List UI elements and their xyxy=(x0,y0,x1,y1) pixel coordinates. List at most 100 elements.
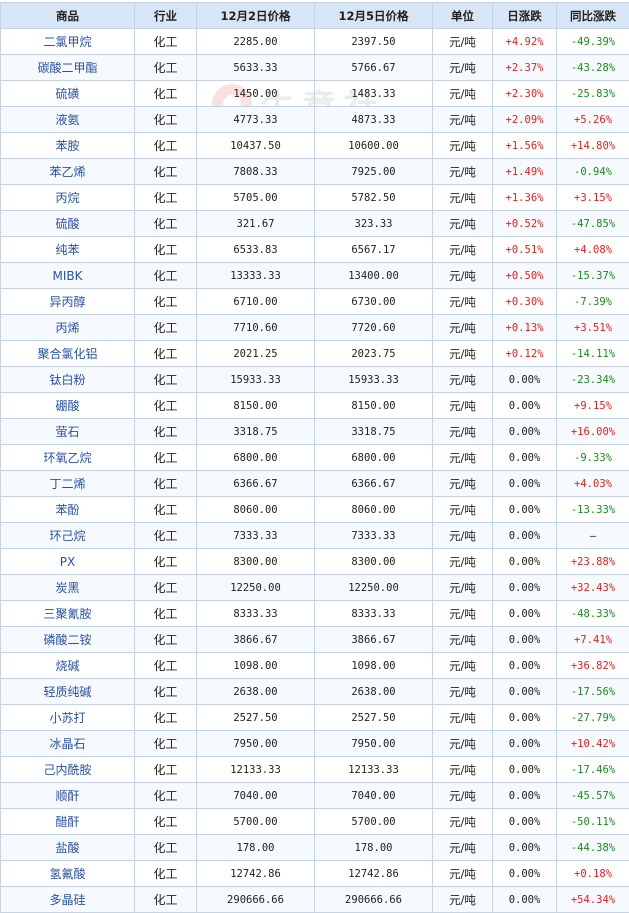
price-dec2-cell: 13333.33 xyxy=(197,263,315,289)
product-name-link[interactable]: 环己烷 xyxy=(1,523,135,549)
price-dec5-cell: 8060.00 xyxy=(315,497,433,523)
header-daily-change[interactable]: 日涨跌 xyxy=(493,3,557,29)
price-dec2-cell: 12742.86 xyxy=(197,861,315,887)
header-industry[interactable]: 行业 xyxy=(135,3,197,29)
product-name-link[interactable]: 萤石 xyxy=(1,419,135,445)
product-name-link[interactable]: 己内酰胺 xyxy=(1,757,135,783)
price-dec5-cell: 4873.33 xyxy=(315,107,433,133)
yoy-change-cell: -17.46% xyxy=(557,757,629,783)
product-name-link[interactable]: 钛白粉 xyxy=(1,367,135,393)
yoy-change-cell: -0.94% xyxy=(557,159,629,185)
product-name-link[interactable]: 顺酐 xyxy=(1,783,135,809)
yoy-change-cell: +3.51% xyxy=(557,315,629,341)
industry-cell: 化工 xyxy=(135,861,197,887)
yoy-change-cell: -47.85% xyxy=(557,211,629,237)
unit-cell: 元/吨 xyxy=(433,393,493,419)
product-name-link[interactable]: 氢氟酸 xyxy=(1,861,135,887)
product-name-link[interactable]: 聚合氯化铝 xyxy=(1,341,135,367)
industry-cell: 化工 xyxy=(135,81,197,107)
price-dec5-cell: 6366.67 xyxy=(315,471,433,497)
unit-cell: 元/吨 xyxy=(433,809,493,835)
price-dec2-cell: 6710.00 xyxy=(197,289,315,315)
daily-change-cell: 0.00% xyxy=(493,731,557,757)
product-name-link[interactable]: 盐酸 xyxy=(1,835,135,861)
header-yoy-change[interactable]: 同比涨跌 xyxy=(557,3,629,29)
yoy-change-cell: +4.03% xyxy=(557,471,629,497)
price-dec5-cell: 5782.50 xyxy=(315,185,433,211)
unit-cell: 元/吨 xyxy=(433,263,493,289)
yoy-change-cell: -13.33% xyxy=(557,497,629,523)
daily-change-cell: 0.00% xyxy=(493,393,557,419)
price-dec5-cell: 178.00 xyxy=(315,835,433,861)
price-dec2-cell: 2638.00 xyxy=(197,679,315,705)
yoy-change-cell: -15.37% xyxy=(557,263,629,289)
yoy-change-cell: -45.57% xyxy=(557,783,629,809)
daily-change-cell: 0.00% xyxy=(493,705,557,731)
unit-cell: 元/吨 xyxy=(433,679,493,705)
product-name-link[interactable]: 小苏打 xyxy=(1,705,135,731)
unit-cell: 元/吨 xyxy=(433,705,493,731)
product-name-link[interactable]: 硫磺 xyxy=(1,81,135,107)
daily-change-cell: 0.00% xyxy=(493,419,557,445)
product-name-link[interactable]: 醋酐 xyxy=(1,809,135,835)
price-dec2-cell: 7710.60 xyxy=(197,315,315,341)
unit-cell: 元/吨 xyxy=(433,289,493,315)
product-name-link[interactable]: 碳酸二甲酯 xyxy=(1,55,135,81)
yoy-change-cell: — xyxy=(557,523,629,549)
product-name-link[interactable]: 烧碱 xyxy=(1,653,135,679)
product-name-link[interactable]: 炭黑 xyxy=(1,575,135,601)
product-name-link[interactable]: MIBK xyxy=(1,263,135,289)
product-name-link[interactable]: 二氯甲烷 xyxy=(1,29,135,55)
header-price-dec5[interactable]: 12月5日价格 xyxy=(315,3,433,29)
product-name-link[interactable]: 环氧乙烷 xyxy=(1,445,135,471)
product-name-link[interactable]: 丙烯 xyxy=(1,315,135,341)
yoy-change-cell: -7.39% xyxy=(557,289,629,315)
product-name-link[interactable]: 苯胺 xyxy=(1,133,135,159)
daily-change-cell: 0.00% xyxy=(493,679,557,705)
product-name-link[interactable]: PX xyxy=(1,549,135,575)
daily-change-cell: 0.00% xyxy=(493,835,557,861)
product-name-link[interactable]: 三聚氰胺 xyxy=(1,601,135,627)
price-dec5-cell: 6730.00 xyxy=(315,289,433,315)
product-name-link[interactable]: 丙烷 xyxy=(1,185,135,211)
daily-change-cell: 0.00% xyxy=(493,471,557,497)
industry-cell: 化工 xyxy=(135,107,197,133)
daily-change-cell: +1.49% xyxy=(493,159,557,185)
unit-cell: 元/吨 xyxy=(433,575,493,601)
product-name-link[interactable]: 异丙醇 xyxy=(1,289,135,315)
price-dec2-cell: 7333.33 xyxy=(197,523,315,549)
unit-cell: 元/吨 xyxy=(433,81,493,107)
product-name-link[interactable]: 磷酸二铵 xyxy=(1,627,135,653)
product-name-link[interactable]: 丁二烯 xyxy=(1,471,135,497)
daily-change-cell: +0.50% xyxy=(493,263,557,289)
yoy-change-cell: +16.00% xyxy=(557,419,629,445)
product-name-link[interactable]: 多晶硅 xyxy=(1,887,135,913)
price-dec5-cell: 7720.60 xyxy=(315,315,433,341)
product-name-link[interactable]: 液氨 xyxy=(1,107,135,133)
industry-cell: 化工 xyxy=(135,471,197,497)
product-name-link[interactable]: 轻质纯碱 xyxy=(1,679,135,705)
header-name[interactable]: 商品 xyxy=(1,3,135,29)
product-name-link[interactable]: 硼酸 xyxy=(1,393,135,419)
price-dec2-cell: 7950.00 xyxy=(197,731,315,757)
yoy-change-cell: -23.34% xyxy=(557,367,629,393)
product-name-link[interactable]: 苯酚 xyxy=(1,497,135,523)
header-unit[interactable]: 单位 xyxy=(433,3,493,29)
yoy-change-cell: +9.15% xyxy=(557,393,629,419)
product-name-link[interactable]: 冰晶石 xyxy=(1,731,135,757)
industry-cell: 化工 xyxy=(135,237,197,263)
product-name-link[interactable]: 苯乙烯 xyxy=(1,159,135,185)
header-price-dec2[interactable]: 12月2日价格 xyxy=(197,3,315,29)
product-name-link[interactable]: 纯苯 xyxy=(1,237,135,263)
product-name-link[interactable]: 硫酸 xyxy=(1,211,135,237)
industry-cell: 化工 xyxy=(135,367,197,393)
